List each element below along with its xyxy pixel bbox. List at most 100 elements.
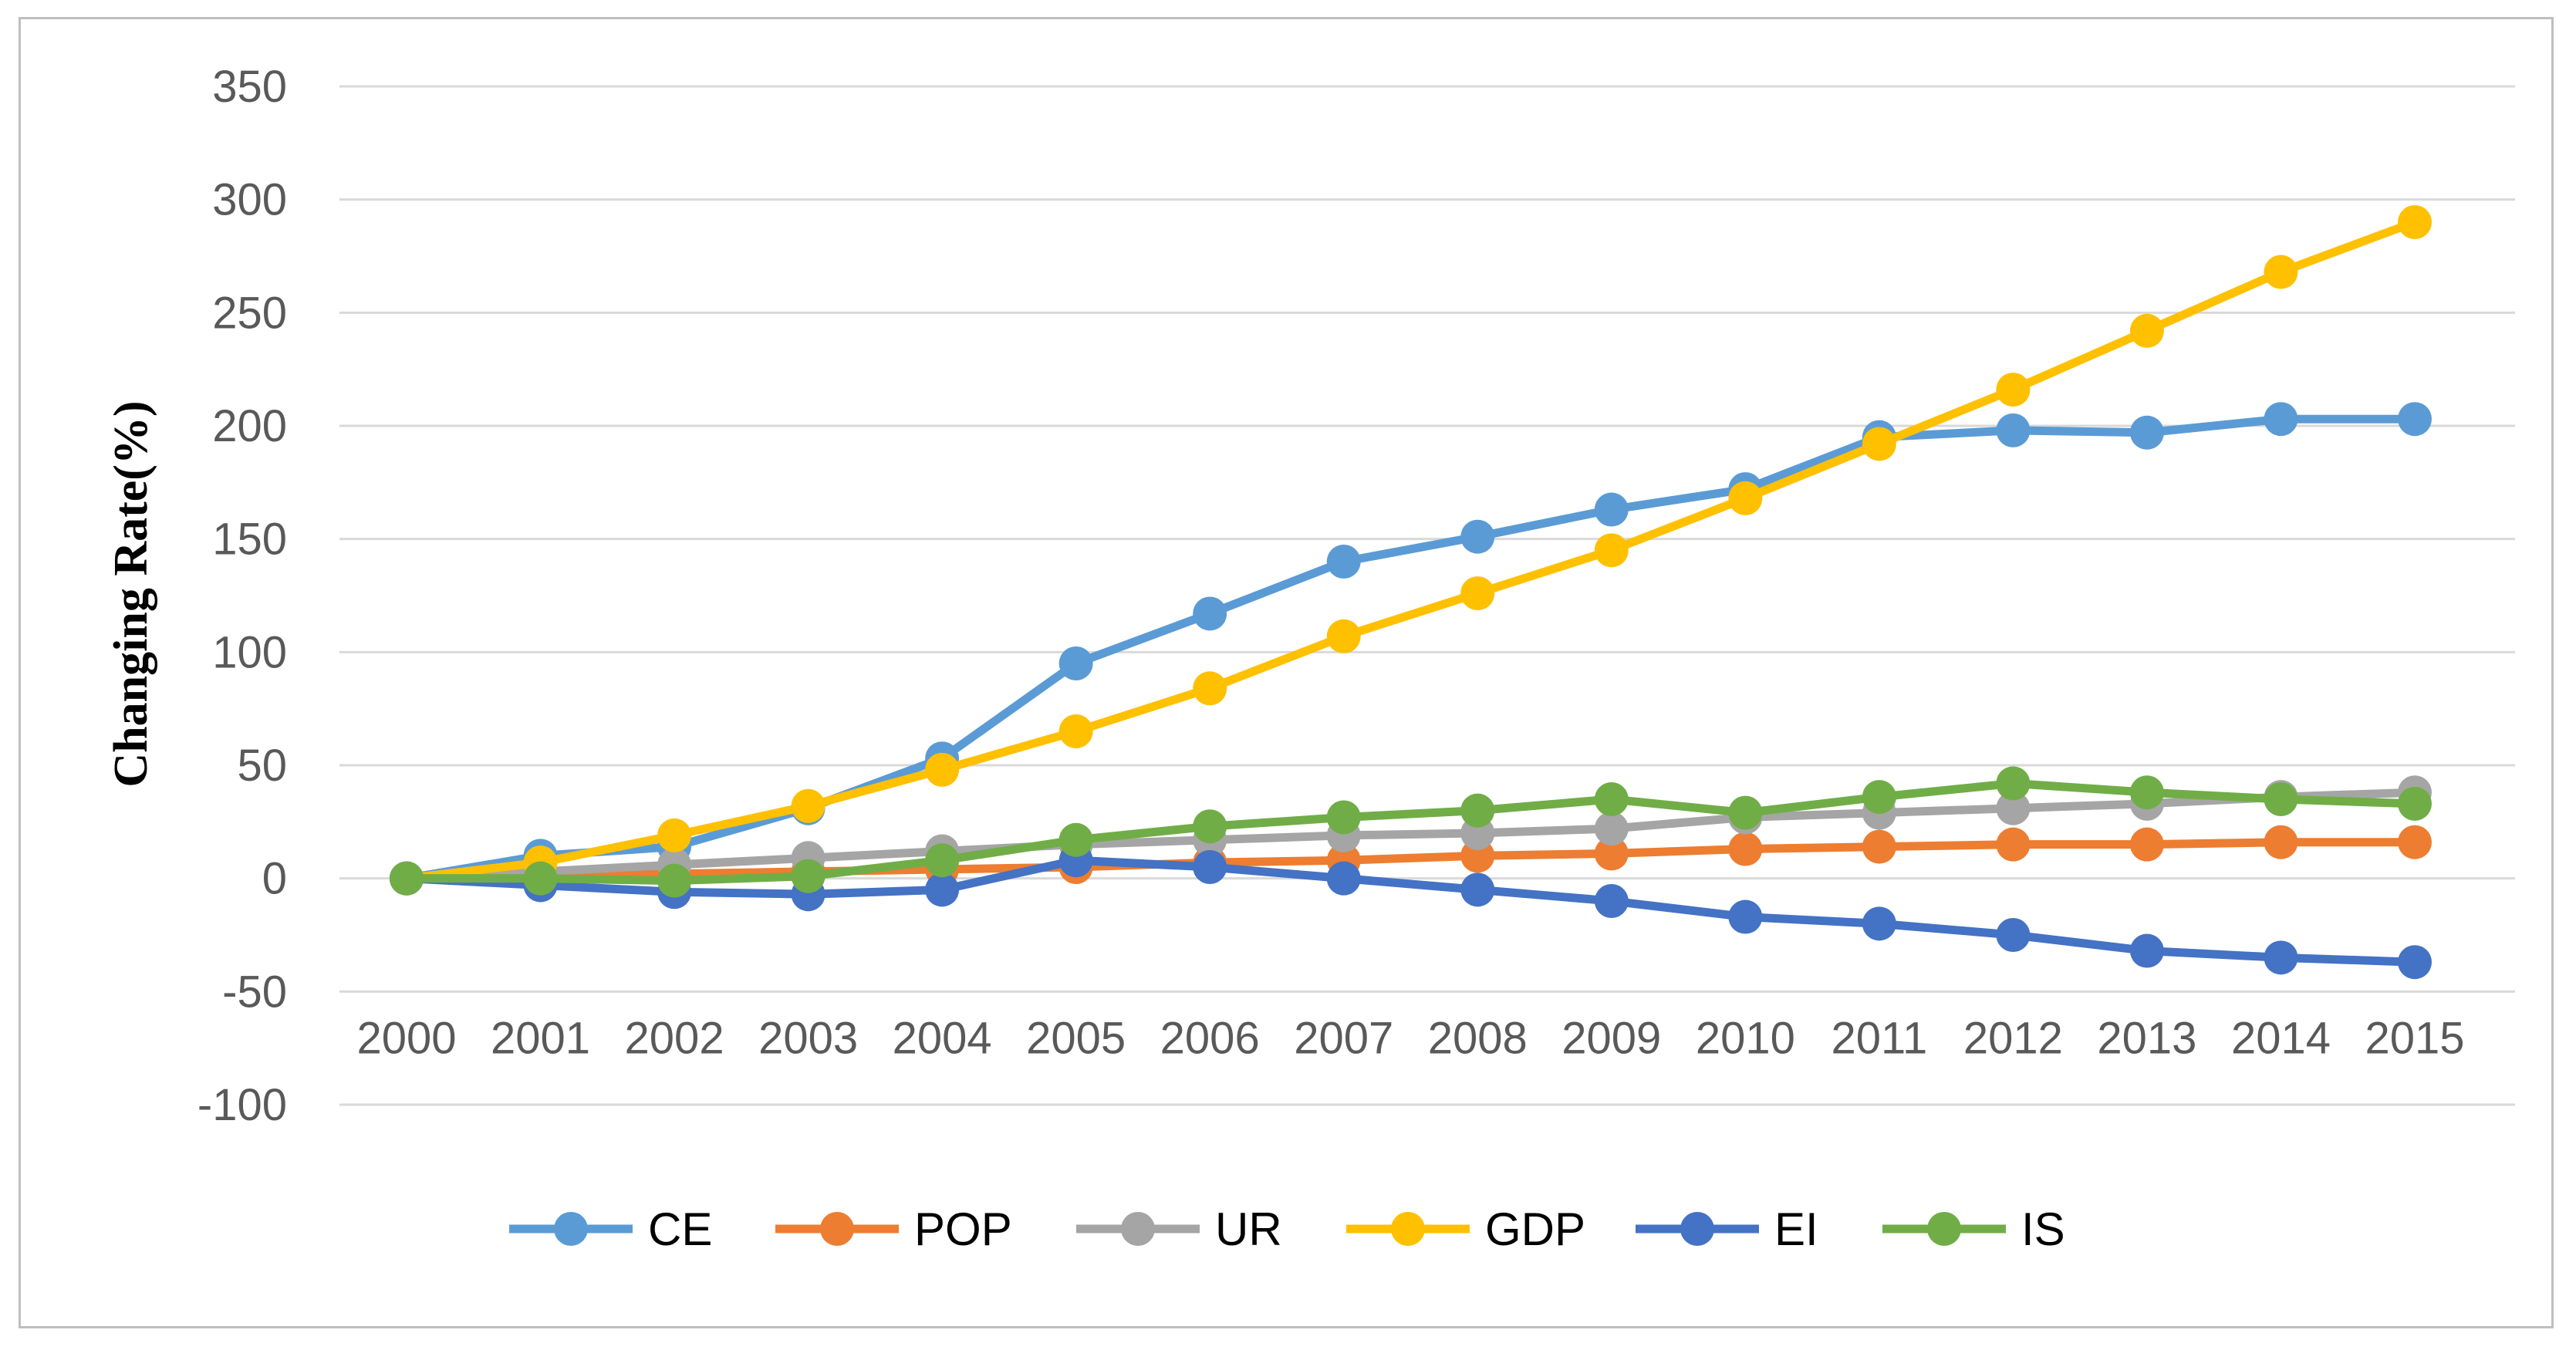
x-tick-label: 2011 — [1831, 1013, 1927, 1063]
data-point-is — [657, 863, 692, 898]
x-tick-label: 2007 — [1294, 1013, 1393, 1063]
data-point-gdp — [1862, 427, 1896, 461]
data-point-is — [1862, 780, 1896, 815]
legend-label: POP — [914, 1203, 1012, 1255]
data-point-ei — [1193, 850, 1227, 884]
legend-label: GDP — [1485, 1203, 1585, 1255]
data-point-ei — [1594, 884, 1629, 918]
data-point-gdp — [1728, 481, 1763, 515]
legend-swatch-marker — [1927, 1212, 1961, 1246]
data-point-ce — [2129, 415, 2164, 450]
data-point-gdp — [1460, 576, 1495, 611]
legend-swatch-marker — [1680, 1212, 1714, 1246]
data-point-gdp — [1193, 671, 1227, 706]
data-point-is — [791, 859, 825, 893]
data-point-ce — [2264, 402, 2298, 437]
data-point-is — [1996, 766, 2031, 801]
data-point-gdp — [1058, 714, 1093, 748]
data-point-ei — [2398, 945, 2432, 980]
legend-item-is: IS — [1882, 1203, 2065, 1255]
data-point-pop — [1728, 832, 1763, 866]
data-point-ei — [2264, 940, 2298, 975]
x-tick-label: 2008 — [1428, 1013, 1528, 1063]
data-point-is — [925, 843, 960, 878]
legend: CE POP UR GDP EI IS — [509, 1203, 2065, 1255]
data-point-pop — [2398, 825, 2432, 859]
grid-lines — [339, 85, 2515, 1106]
data-point-gdp — [2264, 255, 2298, 289]
legend-item-gdp: GDP — [1346, 1203, 1585, 1255]
legend-item-pop: POP — [775, 1203, 1012, 1255]
y-tick-label: 150 — [212, 515, 287, 565]
data-point-ce — [1193, 596, 1227, 631]
x-tick-label: 2014 — [2231, 1013, 2331, 1063]
data-point-gdp — [791, 788, 825, 823]
x-tick-label: 2012 — [1963, 1013, 2063, 1063]
series-line-gdp — [402, 218, 2419, 883]
data-point-ur — [1594, 812, 1629, 846]
data-point-ei — [1326, 861, 1361, 896]
data-point-ce — [1996, 413, 2031, 447]
data-point-ce — [1594, 492, 1629, 527]
data-point-ce — [1326, 545, 1361, 579]
legend-label: EI — [1774, 1203, 1818, 1255]
legend-label: CE — [648, 1203, 712, 1255]
x-tick-label: 2013 — [2097, 1013, 2196, 1063]
series-line-ce — [402, 414, 2419, 883]
data-point-ce — [1460, 519, 1495, 554]
legend-swatch-marker — [820, 1212, 854, 1246]
data-point-pop — [1594, 836, 1629, 871]
legend-item-ce: CE — [509, 1203, 712, 1255]
data-point-is — [2398, 786, 2432, 821]
x-tick-label: 2010 — [1696, 1013, 1795, 1063]
chart-frame — [19, 17, 2554, 1328]
data-point-is — [1326, 800, 1361, 835]
data-point-ur — [1996, 791, 2031, 825]
series-line-ei — [402, 856, 2419, 967]
y-tick-label: 300 — [212, 175, 287, 225]
legend-label: UR — [1215, 1203, 1282, 1255]
y-tick-label: -100 — [198, 1080, 287, 1130]
x-tick-label: 2015 — [2365, 1013, 2464, 1063]
series-line-pop — [402, 838, 2419, 883]
data-point-ce — [1058, 646, 1093, 680]
data-point-is — [1193, 809, 1227, 844]
x-axis-tick-labels: 2000 2001 2002 2003 2004 2005 2006 2007 2008 2009… — [356, 1013, 2464, 1063]
series-is — [390, 766, 2432, 898]
data-point-ce — [2398, 402, 2432, 437]
data-point-is — [1728, 795, 1763, 830]
legend-swatch-marker — [554, 1212, 588, 1246]
legend-swatch-marker — [1391, 1212, 1425, 1246]
x-tick-label: 2009 — [1561, 1013, 1661, 1063]
x-tick-label: 2006 — [1160, 1013, 1260, 1063]
x-tick-label: 2000 — [356, 1013, 456, 1063]
data-point-ei — [1728, 899, 1763, 934]
legend-swatch-marker — [1121, 1212, 1155, 1246]
data-point-gdp — [2129, 313, 2164, 348]
data-point-pop — [1862, 829, 1896, 864]
legend-label: IS — [2021, 1203, 2065, 1255]
data-point-gdp — [1594, 533, 1629, 568]
x-tick-label: 2001 — [491, 1013, 590, 1063]
series-ce — [390, 402, 2432, 896]
series-line-ur — [402, 788, 2419, 883]
data-point-gdp — [1326, 619, 1361, 653]
data-point-ei — [1862, 906, 1896, 941]
series-lines — [390, 205, 2432, 980]
y-tick-label: 350 — [212, 62, 287, 112]
data-point-pop — [1996, 827, 2031, 862]
data-point-gdp — [2398, 205, 2432, 239]
x-tick-label: 2003 — [758, 1013, 858, 1063]
data-point-gdp — [1996, 373, 2031, 407]
series-line-is — [402, 778, 2419, 886]
legend-item-ei: EI — [1636, 1203, 1818, 1255]
data-point-is — [523, 861, 558, 896]
y-tick-label: 200 — [212, 401, 287, 451]
data-point-is — [390, 861, 424, 896]
y-tick-label: 0 — [262, 854, 287, 904]
data-point-is — [1058, 822, 1093, 857]
x-tick-label: 2002 — [625, 1013, 724, 1063]
x-tick-label: 2005 — [1026, 1013, 1126, 1063]
legend-item-ur: UR — [1076, 1203, 1282, 1255]
